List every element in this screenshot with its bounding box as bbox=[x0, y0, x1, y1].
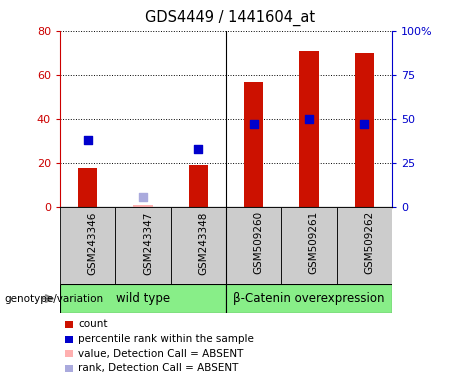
Text: wild type: wild type bbox=[116, 292, 170, 305]
Text: GSM243348: GSM243348 bbox=[198, 211, 208, 275]
Text: GSM509260: GSM509260 bbox=[254, 211, 264, 274]
Text: rank, Detection Call = ABSENT: rank, Detection Call = ABSENT bbox=[78, 363, 239, 373]
Text: β-Catenin overexpression: β-Catenin overexpression bbox=[233, 292, 384, 305]
Point bbox=[195, 146, 202, 152]
Point bbox=[250, 121, 257, 127]
Text: GSM243346: GSM243346 bbox=[88, 211, 98, 275]
Bar bbox=[60, 207, 115, 284]
Point bbox=[139, 194, 147, 200]
Bar bbox=[337, 207, 392, 284]
Bar bbox=[60, 284, 226, 313]
Text: GDS4449 / 1441604_at: GDS4449 / 1441604_at bbox=[145, 10, 316, 26]
Text: GSM243347: GSM243347 bbox=[143, 211, 153, 275]
Text: GSM509261: GSM509261 bbox=[309, 211, 319, 275]
Point bbox=[305, 116, 313, 122]
Bar bbox=[226, 284, 392, 313]
Bar bbox=[115, 207, 171, 284]
Point bbox=[361, 121, 368, 127]
Text: value, Detection Call = ABSENT: value, Detection Call = ABSENT bbox=[78, 349, 244, 359]
Bar bbox=[78, 167, 97, 207]
Bar bbox=[226, 207, 281, 284]
Bar bbox=[299, 51, 319, 207]
Text: count: count bbox=[78, 319, 108, 329]
Point bbox=[84, 137, 91, 143]
Bar bbox=[133, 205, 153, 207]
Bar bbox=[281, 207, 337, 284]
Text: genotype/variation: genotype/variation bbox=[5, 293, 104, 304]
Bar bbox=[189, 166, 208, 207]
Bar bbox=[355, 53, 374, 207]
Bar bbox=[133, 205, 153, 207]
Bar bbox=[171, 207, 226, 284]
Text: percentile rank within the sample: percentile rank within the sample bbox=[78, 334, 254, 344]
Text: GSM509262: GSM509262 bbox=[364, 211, 374, 275]
Bar bbox=[244, 81, 263, 207]
